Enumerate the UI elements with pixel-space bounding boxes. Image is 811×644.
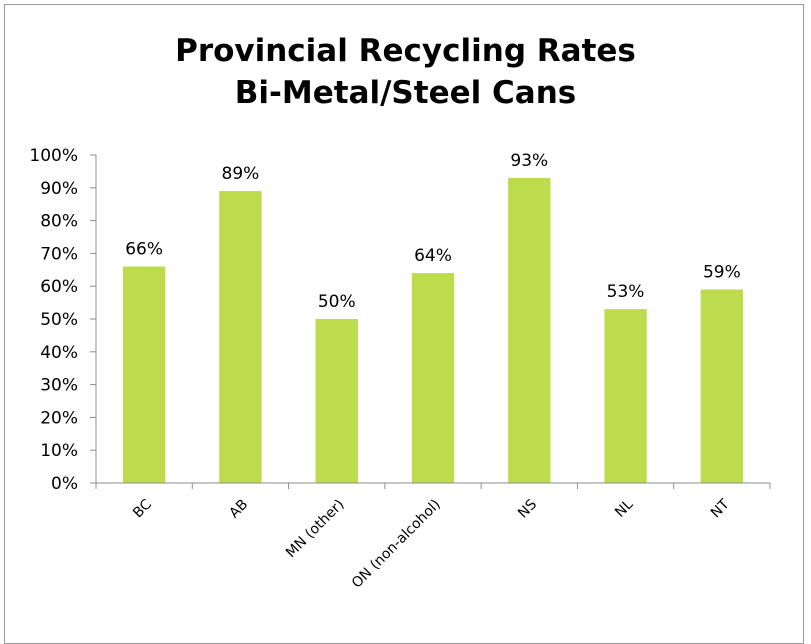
x-tick-label: ON (non-alcohol) bbox=[349, 497, 444, 592]
y-tick-label: 50% bbox=[40, 310, 78, 330]
y-tick-label: 0% bbox=[51, 474, 78, 494]
y-tick-label: 100% bbox=[29, 146, 78, 166]
x-tick-label: MN (other) bbox=[283, 497, 348, 562]
data-labels: 66% 89% 50% 64% 93% 53% 59% bbox=[125, 151, 741, 312]
bars bbox=[122, 177, 744, 483]
data-label: 93% bbox=[510, 151, 548, 171]
bar-chart: 0% 10% 20% 30% 40% 50% 60% 70% 80% 90% 100% 66% 89%… bbox=[29, 146, 771, 592]
chart-title: Provincial Recycling Rates Bi-Metal/Stee… bbox=[0, 30, 811, 114]
x-tick-label: AB bbox=[226, 497, 251, 522]
x-tick-label: NS bbox=[515, 496, 540, 521]
x-tick-label: NL bbox=[612, 496, 636, 520]
y-tick-label: 70% bbox=[40, 244, 78, 264]
y-tick-label: 80% bbox=[40, 212, 78, 232]
y-tick-label: 10% bbox=[40, 441, 78, 461]
y-tick-label: 90% bbox=[40, 179, 78, 199]
y-tick-label: 20% bbox=[40, 408, 78, 428]
y-tick-label: 30% bbox=[40, 376, 78, 396]
chart-title-line-2: Bi-Metal/Steel Cans bbox=[234, 75, 577, 111]
bar bbox=[219, 191, 262, 483]
x-tick-label: BC bbox=[130, 496, 155, 521]
x-tick-label: NT bbox=[708, 496, 733, 521]
data-label: 64% bbox=[414, 246, 452, 266]
bar bbox=[700, 289, 744, 483]
data-label: 59% bbox=[703, 262, 741, 282]
y-tick-label: 40% bbox=[40, 343, 78, 363]
bar bbox=[508, 177, 551, 483]
bar bbox=[315, 319, 358, 483]
axes bbox=[95, 155, 770, 484]
x-axis-labels: BC AB MN (other) ON (non-alcohol) NS NL NT bbox=[95, 483, 771, 592]
bar bbox=[122, 266, 166, 483]
chart-title-line-1: Provincial Recycling Rates bbox=[175, 33, 636, 69]
y-axis-ticks: 0% 10% 20% 30% 40% 50% 60% 70% 80% 90% 100% bbox=[29, 146, 96, 494]
data-label: 89% bbox=[222, 164, 260, 184]
bar bbox=[411, 273, 455, 483]
bar bbox=[604, 309, 647, 483]
data-label: 66% bbox=[125, 240, 163, 260]
y-tick-label: 60% bbox=[40, 277, 78, 297]
data-label: 50% bbox=[318, 292, 356, 312]
data-label: 53% bbox=[607, 282, 645, 302]
